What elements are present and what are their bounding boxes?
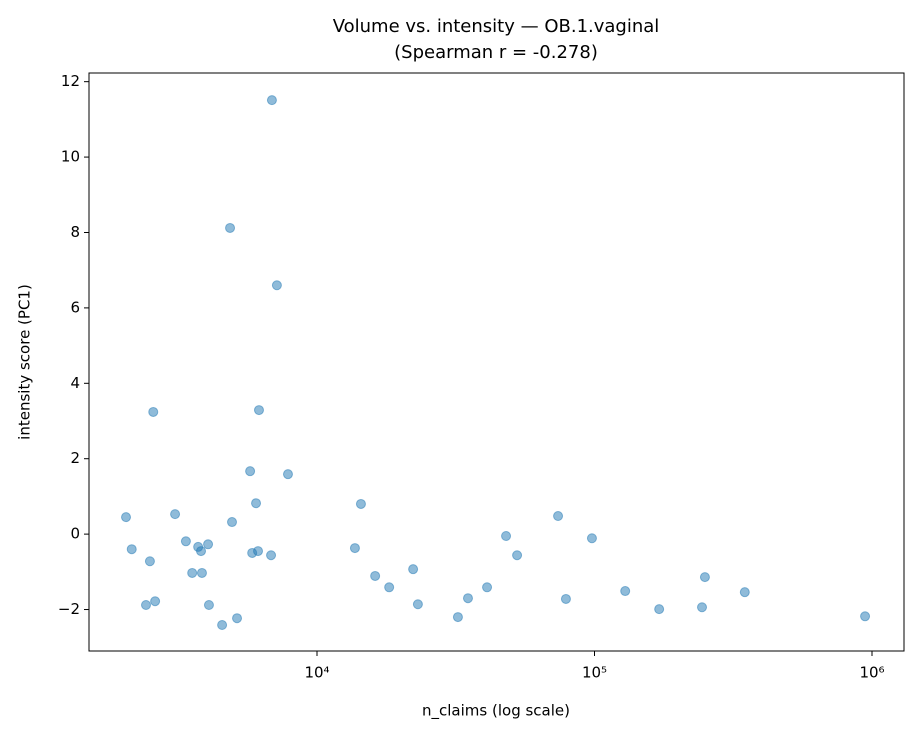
point <box>266 95 277 106</box>
y-tick-label: 12 <box>61 72 80 90</box>
y-tick-label: 4 <box>70 374 80 392</box>
point <box>217 619 228 630</box>
point <box>553 511 564 522</box>
point <box>282 469 293 480</box>
x-tick-label: 10⁵ <box>582 664 607 682</box>
point <box>141 600 152 611</box>
point <box>697 602 708 613</box>
point <box>412 599 423 610</box>
point <box>384 582 395 593</box>
point <box>253 405 264 416</box>
point <box>739 587 750 598</box>
point <box>245 466 256 477</box>
point <box>512 550 523 561</box>
y-axis-label: intensity score (PC1) <box>16 284 34 440</box>
point <box>462 593 473 604</box>
point <box>501 531 512 542</box>
point <box>271 280 282 291</box>
y-tick-label: 8 <box>70 223 80 241</box>
point <box>232 613 243 624</box>
chart-subtitle: (Spearman r = -0.278) <box>394 42 598 63</box>
point <box>121 512 132 523</box>
y-tick-label: 10 <box>61 148 80 166</box>
point <box>355 498 366 509</box>
x-tick-label: 10⁶ <box>859 664 884 682</box>
y-tick-label: 0 <box>70 525 80 543</box>
chart-title: Volume vs. intensity — OB.1.vaginal <box>333 16 660 37</box>
point <box>144 556 155 567</box>
point <box>620 586 631 597</box>
point <box>251 498 262 509</box>
point <box>170 509 181 520</box>
point <box>203 539 214 550</box>
point <box>225 222 236 233</box>
point <box>266 550 277 561</box>
point <box>408 564 419 575</box>
point <box>560 593 571 604</box>
point <box>349 543 360 554</box>
y-tick-label: 6 <box>70 298 80 316</box>
x-axis-label: n_claims (log scale) <box>422 702 570 721</box>
point <box>148 406 159 417</box>
y-tick-label: 2 <box>70 449 80 467</box>
point <box>586 533 597 544</box>
point <box>654 604 665 615</box>
point <box>860 611 871 622</box>
point <box>253 546 264 557</box>
plot-frame <box>88 72 905 652</box>
y-tick-label: −2 <box>58 600 80 618</box>
point <box>452 612 463 623</box>
point <box>482 582 493 593</box>
point <box>196 546 207 557</box>
point <box>187 567 198 578</box>
point <box>699 572 710 583</box>
point <box>370 570 381 581</box>
point <box>196 567 207 578</box>
point <box>180 536 191 547</box>
point <box>203 600 214 611</box>
x-tick-label: 10⁴ <box>304 664 329 682</box>
point <box>150 596 161 607</box>
point <box>227 517 238 528</box>
point <box>126 544 137 555</box>
